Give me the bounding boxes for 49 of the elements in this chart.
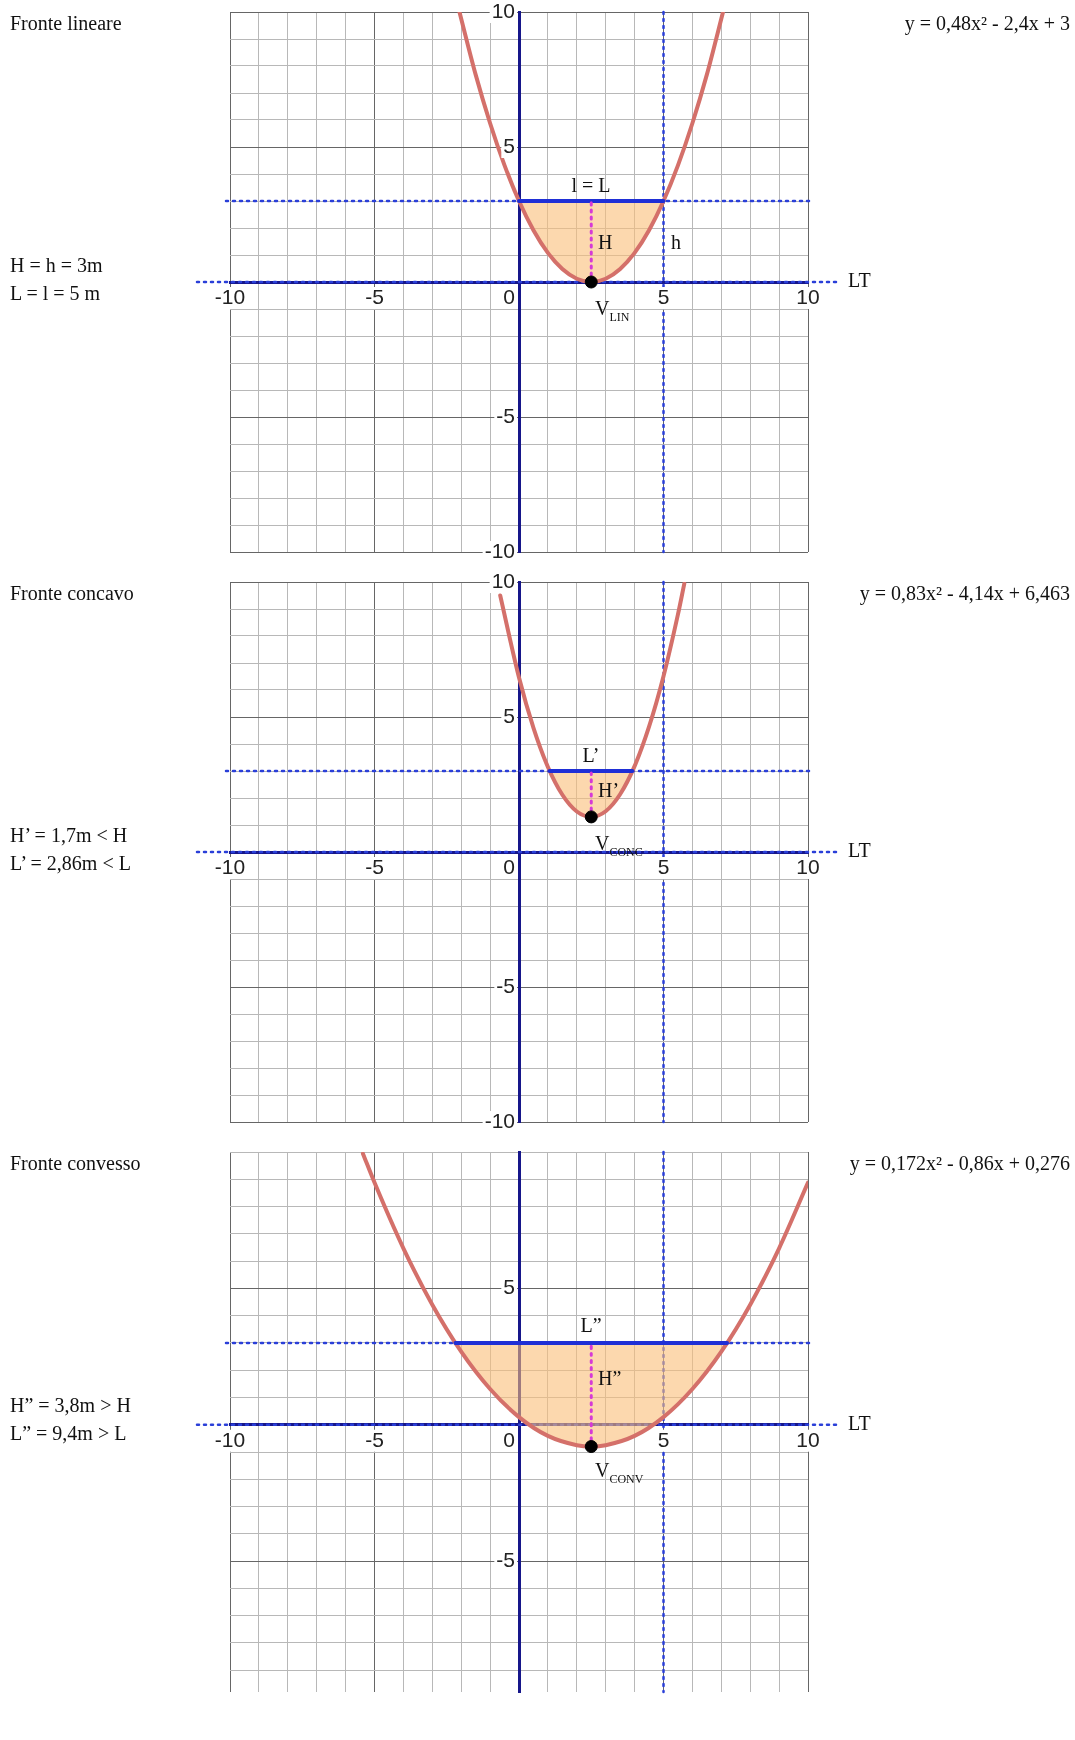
- y-tick-label: -5: [496, 1547, 516, 1571]
- y-tick-label: 10: [491, 568, 515, 592]
- annotation: H’: [598, 779, 620, 801]
- text: H = h = 3m: [10, 254, 103, 277]
- x-tick-label: 5: [657, 1427, 670, 1451]
- x-tick-label: 5: [657, 284, 670, 308]
- x-tick-label: 0: [503, 284, 516, 308]
- text: H” = 3,8m > H: [10, 1394, 131, 1417]
- y-tick-label: 5: [503, 133, 516, 157]
- annotation: H: [598, 231, 613, 253]
- annotation: h: [671, 231, 681, 253]
- chart-title: Fronte concavo: [10, 582, 134, 605]
- text: L” = 9,4m > L: [10, 1422, 127, 1445]
- text: y = 0,83x² - 4,14x + 6,463: [859, 582, 1070, 605]
- annotation: L’: [582, 744, 600, 766]
- annotation: L”: [580, 1314, 602, 1336]
- ref-line-label: LT: [848, 269, 871, 292]
- y-tick-label: -5: [496, 973, 516, 997]
- x-tick-label: -10: [214, 284, 246, 308]
- annotation: H”: [598, 1367, 622, 1389]
- text: H’ = 1,7m < H: [10, 824, 128, 847]
- x-tick-label: -10: [214, 1427, 246, 1451]
- text: y = 0,172x² - 0,86x + 0,276: [849, 1152, 1070, 1175]
- text: L = l = 5 m: [10, 282, 101, 305]
- text: y = 0,48x² - 2,4x + 3: [904, 12, 1070, 35]
- annotation: V$_{CONV}$: [595, 1458, 644, 1486]
- x-tick-label: -10: [214, 854, 246, 878]
- x-tick-label: 0: [503, 1427, 516, 1451]
- x-tick-label: 0: [503, 854, 516, 878]
- y-tick-label: -5: [496, 403, 516, 427]
- ref-line-label: LT: [848, 839, 871, 862]
- text: L’ = 2,86m < L: [10, 852, 131, 875]
- x-tick-label: 10: [796, 284, 820, 308]
- chart-title: Fronte convesso: [10, 1152, 141, 1175]
- ref-line-label: LT: [848, 1411, 871, 1434]
- x-tick-label: -5: [365, 284, 384, 308]
- annotation: V$_{LIN}$: [595, 296, 630, 324]
- y-tick-label: -10: [484, 538, 516, 562]
- y-tick-label: -10: [484, 1108, 516, 1132]
- x-tick-label: 5: [657, 854, 670, 878]
- text: Fronte lineare: [10, 12, 122, 35]
- y-tick-label: 5: [503, 703, 516, 727]
- x-tick-label: -5: [365, 854, 384, 878]
- x-tick-label: 10: [796, 854, 820, 878]
- x-tick-label: 10: [796, 1427, 820, 1451]
- y-tick-label: 5: [503, 1275, 516, 1299]
- y-tick-label: 10: [491, 0, 515, 22]
- x-tick-label: -5: [365, 1427, 384, 1451]
- annotation: l = L: [571, 174, 611, 196]
